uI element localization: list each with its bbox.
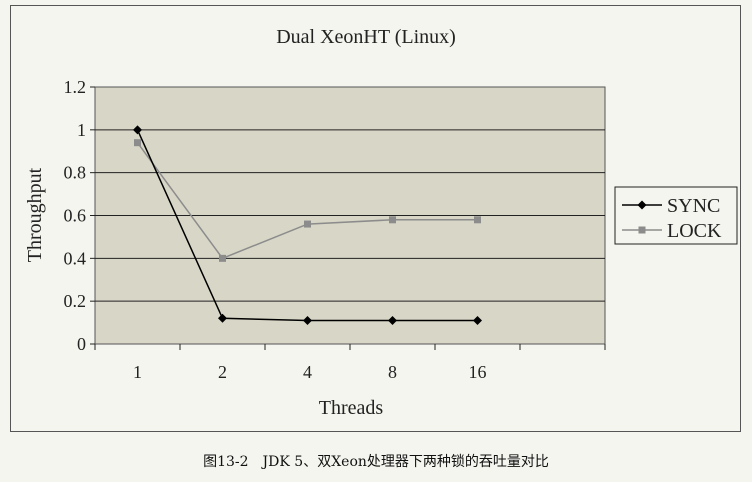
y-tick-label: 0.8 xyxy=(64,163,87,183)
legend-item-lock: LOCK xyxy=(622,220,722,242)
chart-title: Dual XeonHT (Linux) xyxy=(276,26,456,48)
chart-frame: Dual XeonHT (Linux) 0 0.2 0.4 0.6 0.8 1 1.2 1 2… xyxy=(10,5,741,432)
y-tick-label: 0 xyxy=(77,334,86,354)
y-tick-label: 0.4 xyxy=(64,248,87,268)
y-axis-label: Throughput xyxy=(24,167,46,262)
data-point xyxy=(389,216,396,224)
x-axis-label: Threads xyxy=(319,397,384,419)
x-tick-label: 16 xyxy=(469,362,487,382)
gridlines xyxy=(95,129,605,302)
data-point xyxy=(133,125,142,135)
x-tick-label: 8 xyxy=(388,362,397,382)
y-tick-label: 1 xyxy=(77,120,86,140)
x-axis: 1 2 4 8 16 xyxy=(94,344,606,382)
figure-caption: 图13-2 JDK 5、双Xeon处理器下两种锁的吞吐量对比 xyxy=(203,454,549,470)
data-point xyxy=(474,216,481,224)
y-tick-label: 0.6 xyxy=(64,206,87,226)
data-point xyxy=(134,139,141,147)
legend-box xyxy=(614,186,738,245)
legend-marker xyxy=(637,200,647,210)
data-point xyxy=(304,220,311,228)
data-point xyxy=(218,313,227,323)
x-tick-label: 4 xyxy=(303,362,312,382)
y-tick-label: 0.2 xyxy=(64,291,87,311)
data-point xyxy=(388,315,397,325)
y-tick-label: 1.2 xyxy=(64,77,87,97)
legend: SYNC LOCK xyxy=(614,186,738,245)
data-point xyxy=(303,315,312,325)
legend-label: LOCK xyxy=(667,220,722,242)
chart-svg: Dual XeonHT (Linux) 0 0.2 0.4 0.6 0.8 1 1.2 1 2… xyxy=(24,26,738,419)
data-point xyxy=(473,315,482,325)
series-lock xyxy=(134,139,481,262)
series-layer xyxy=(133,125,482,325)
x-tick-label: 2 xyxy=(218,362,227,382)
legend-label: SYNC xyxy=(667,195,720,217)
y-axis: 0 0.2 0.4 0.6 0.8 1 1.2 xyxy=(64,77,95,354)
legend-item-sync: SYNC xyxy=(622,195,720,217)
series-sync xyxy=(133,125,482,325)
x-tick-label: 1 xyxy=(133,362,142,382)
legend-marker xyxy=(638,226,646,234)
data-point xyxy=(219,254,226,262)
